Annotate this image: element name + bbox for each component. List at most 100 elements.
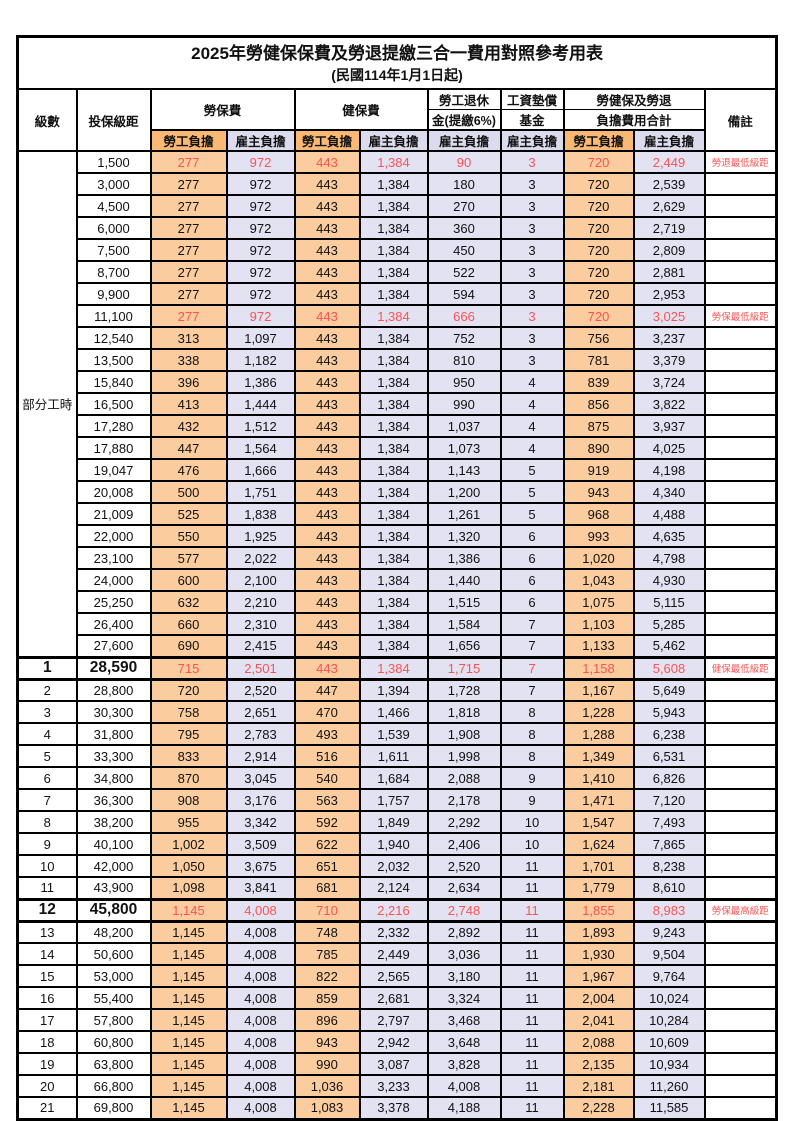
- fee-cell: 1,228: [562, 700, 635, 724]
- fee-cell: 785: [293, 942, 361, 966]
- table-row: 5 33,300 833 2,914 516 1,611 1,998 8 1,349 6,531: [16, 744, 778, 768]
- bracket-cell: 57,800: [75, 1008, 152, 1032]
- fee-cell: 4,008: [426, 1074, 502, 1098]
- fee-cell: 443: [293, 216, 361, 240]
- bracket-cell: 3,000: [75, 172, 152, 196]
- fee-cell: 908: [149, 788, 228, 812]
- fee-cell: 2,942: [358, 1030, 429, 1054]
- fee-cell: 3,379: [632, 348, 706, 372]
- fee-cell: 5: [499, 458, 565, 482]
- table-row: 17 57,800 1,145 4,008 896 2,797 3,468 11 2,041 10…: [16, 1008, 778, 1032]
- level-cell: 15: [16, 964, 78, 988]
- fee-cell: 4,340: [632, 480, 706, 504]
- remark-cell: 勞保最高級距: [703, 897, 778, 923]
- fee-cell: 1,182: [225, 348, 296, 372]
- fee-cell: 413: [149, 392, 228, 416]
- fee-cell: 11,585: [632, 1096, 706, 1120]
- fee-cell: 577: [149, 546, 228, 570]
- fee-cell: 2,216: [358, 897, 429, 923]
- fee-cell: 1,050: [149, 854, 228, 878]
- fee-cell: 856: [562, 392, 635, 416]
- fee-cell: 516: [293, 744, 361, 768]
- fee-cell: 6,531: [632, 744, 706, 768]
- fee-cell: 1,515: [426, 590, 502, 614]
- fee-cell: 4,188: [426, 1096, 502, 1120]
- fee-cell: 1,998: [426, 744, 502, 768]
- bracket-cell: 8,700: [75, 260, 152, 284]
- fee-cell: 592: [293, 810, 361, 834]
- fee-cell: 622: [293, 832, 361, 856]
- fee-cell: 277: [149, 304, 228, 328]
- bracket-cell: 1,500: [75, 150, 152, 174]
- fee-cell: 2,681: [358, 986, 429, 1010]
- fee-cell: 972: [225, 282, 296, 306]
- fee-cell: 7: [499, 634, 565, 658]
- bracket-cell: 38,200: [75, 810, 152, 834]
- fee-cell: 338: [149, 348, 228, 372]
- fee-cell: 3,509: [225, 832, 296, 856]
- fee-cell: 1,779: [562, 876, 635, 900]
- level-cell: 11: [16, 876, 78, 900]
- fee-cell: 2,310: [225, 612, 296, 636]
- fee-cell: 1,167: [562, 678, 635, 702]
- bracket-cell: 23,100: [75, 546, 152, 570]
- fee-cell: 500: [149, 480, 228, 504]
- fee-cell: 1,288: [562, 722, 635, 746]
- fee-cell: 1,656: [426, 634, 502, 658]
- fee-cell: 756: [562, 326, 635, 350]
- header-labor-insurance: 勞保費: [149, 88, 296, 131]
- fee-cell: 1,384: [358, 612, 429, 636]
- remark-cell: [703, 348, 778, 372]
- fee-cell: 2,629: [632, 194, 706, 218]
- table-row: 3,000 277 972 443 1,384 180 3 720 2,539: [18, 172, 778, 196]
- fee-cell: 443: [293, 568, 361, 592]
- fee-cell: 7,120: [632, 788, 706, 812]
- fee-cell: 10,609: [632, 1030, 706, 1054]
- fee-cell: 4,198: [632, 458, 706, 482]
- page-subtitle: (民國114年1月1日起): [331, 66, 463, 83]
- table-row: 7 36,300 908 3,176 563 1,757 2,178 9 1,471 7,120: [16, 788, 778, 812]
- bracket-cell: 9,900: [75, 282, 152, 306]
- fee-cell: 720: [149, 678, 228, 702]
- fee-cell: 10: [499, 832, 565, 856]
- fee-cell: 1,384: [358, 194, 429, 218]
- fee-cell: 2,634: [426, 876, 502, 900]
- remark-cell: [703, 722, 778, 746]
- fee-cell: 720: [562, 194, 635, 218]
- fee-cell: 3: [499, 260, 565, 284]
- fee-cell: 8,610: [632, 876, 706, 900]
- fee-cell: 4: [499, 370, 565, 394]
- fee-cell: 4,635: [632, 524, 706, 548]
- fee-cell: 1,940: [358, 832, 429, 856]
- fee-cell: 2,520: [426, 854, 502, 878]
- fee-cell: 3: [499, 216, 565, 240]
- fee-cell: 6: [499, 524, 565, 548]
- fee-cell: 972: [225, 150, 296, 174]
- fee-cell: 10,284: [632, 1008, 706, 1032]
- fee-cell: 7: [499, 655, 565, 681]
- fee-cell: 7,865: [632, 832, 706, 856]
- fee-cell: 5,115: [632, 590, 706, 614]
- fee-cell: 1,611: [358, 744, 429, 768]
- remark-cell: [703, 1074, 778, 1098]
- fee-cell: 1,967: [562, 964, 635, 988]
- fee-cell: 1,849: [358, 810, 429, 834]
- remark-cell: [703, 458, 778, 482]
- remark-cell: [703, 810, 778, 834]
- bracket-cell: 55,400: [75, 986, 152, 1010]
- fee-cell: 1,073: [426, 436, 502, 460]
- fee-cell: 3,648: [426, 1030, 502, 1054]
- fee-cell: 1,925: [225, 524, 296, 548]
- fee-cell: 710: [293, 897, 361, 923]
- table-row: 1 28,590 715 2,501 443 1,384 1,715 7 1,158 5,608 健…: [16, 655, 778, 681]
- fee-cell: 720: [562, 172, 635, 196]
- fee-cell: 447: [293, 678, 361, 702]
- table-row: 24,000 600 2,100 443 1,384 1,440 6 1,043 4,930: [18, 568, 778, 592]
- fee-cell: 563: [293, 788, 361, 812]
- header-total-line1: 勞健保及勞退: [562, 88, 706, 110]
- level-cell: 12: [16, 897, 78, 923]
- fee-cell: 2,449: [358, 942, 429, 966]
- table-row: 19,047 476 1,666 443 1,384 1,143 5 919 4,198: [18, 458, 778, 482]
- fee-cell: 1,893: [562, 920, 635, 944]
